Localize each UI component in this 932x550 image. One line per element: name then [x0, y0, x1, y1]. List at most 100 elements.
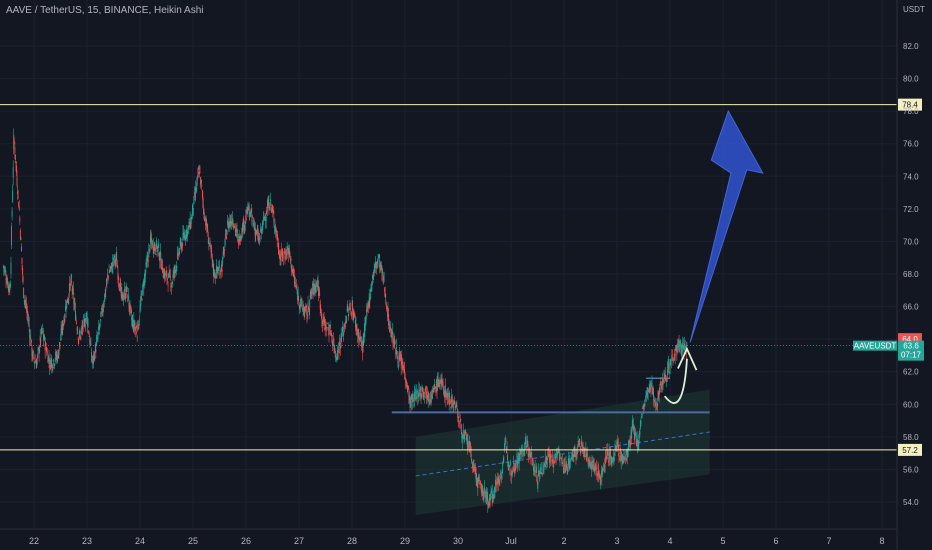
- y-tick-label: 58.0: [903, 433, 919, 442]
- candle-body: [646, 388, 648, 389]
- candle-body: [510, 469, 512, 475]
- candle-body: [57, 354, 59, 358]
- candle-body: [488, 498, 490, 501]
- candle-body: [30, 339, 32, 346]
- candle-body: [495, 484, 497, 488]
- candle-body: [612, 456, 614, 461]
- candle-body: [648, 384, 650, 386]
- candle-body: [95, 349, 97, 353]
- candle-body: [201, 190, 203, 192]
- candle-body: [385, 304, 387, 306]
- candle-body: [314, 283, 316, 288]
- candle-body: [30, 339, 32, 343]
- candle-body: [143, 287, 145, 289]
- candle-body: [540, 468, 542, 472]
- candle-body: [417, 392, 419, 399]
- candle-body: [600, 479, 602, 483]
- candle-body: [193, 195, 195, 204]
- candle-body: [11, 210, 13, 217]
- candle-body: [371, 287, 372, 291]
- candle-body: [556, 450, 558, 458]
- candle-body: [255, 230, 257, 235]
- candle-body: [621, 458, 623, 460]
- candle-body: [474, 473, 476, 475]
- candle-body: [299, 304, 301, 306]
- candle-body: [485, 494, 487, 496]
- candle-body: [339, 341, 340, 346]
- candle-body: [222, 257, 224, 263]
- candle-body: [140, 295, 142, 302]
- candle-body: [8, 287, 10, 292]
- candle-body: [401, 358, 403, 363]
- candle-body: [683, 349, 685, 354]
- level-tag: [898, 98, 922, 111]
- candle-body: [535, 466, 537, 468]
- candle-body: [421, 387, 423, 391]
- candle-body: [638, 436, 640, 439]
- candle-body: [307, 302, 309, 311]
- candle-body: [195, 187, 197, 194]
- candle-body: [21, 257, 23, 264]
- candle-body: [548, 453, 550, 457]
- candle-body: [574, 450, 576, 457]
- candle-body: [457, 417, 459, 422]
- candle-body: [601, 467, 603, 475]
- candle-body: [593, 465, 595, 471]
- candle-body: [341, 333, 343, 335]
- candle-body: [495, 479, 496, 486]
- candle-body: [651, 382, 653, 388]
- candle-body: [132, 320, 134, 323]
- candle-body: [567, 466, 569, 468]
- candle-body: [280, 259, 282, 261]
- candle-body: [621, 456, 623, 459]
- candle-body: [509, 466, 511, 470]
- candle-body: [347, 314, 349, 316]
- candle-body: [552, 459, 554, 465]
- candle-body: [585, 454, 587, 461]
- candle-body: [99, 326, 101, 328]
- candle-body: [136, 332, 138, 334]
- candle-body: [589, 464, 591, 466]
- candle-body: [437, 379, 439, 381]
- candle-body: [323, 318, 325, 324]
- candle-body: [204, 217, 206, 219]
- candle-body: [5, 271, 6, 272]
- candle-body: [118, 284, 120, 286]
- candle-body: [536, 474, 538, 482]
- candle-body: [72, 287, 74, 292]
- candle-body: [82, 319, 84, 327]
- candle-body: [326, 327, 328, 329]
- x-tick-label: 29: [400, 536, 410, 546]
- candle-body: [387, 307, 389, 312]
- candle-body: [385, 300, 387, 304]
- candle-body: [654, 401, 656, 403]
- candle-body: [499, 481, 501, 482]
- x-tick-label: 27: [294, 536, 304, 546]
- candle-body: [412, 397, 414, 399]
- candle-body: [646, 391, 647, 396]
- candle-body: [176, 253, 178, 259]
- candle-body: [150, 237, 152, 240]
- candle-body: [458, 420, 460, 422]
- candle-body: [395, 346, 397, 349]
- candle-body: [6, 282, 8, 284]
- candle-body: [277, 242, 279, 250]
- candle-body: [425, 387, 426, 392]
- candle-body: [114, 260, 116, 262]
- candle-body: [462, 434, 464, 440]
- candle-body: [515, 465, 517, 469]
- candle-body: [2, 265, 4, 267]
- candle-body: [650, 387, 652, 390]
- candle-body: [116, 265, 118, 268]
- candle-body: [463, 433, 465, 439]
- candle-body: [49, 366, 51, 368]
- candle-body: [588, 463, 590, 465]
- candle-body: [133, 323, 135, 328]
- candle-body: [166, 273, 168, 280]
- candle-body: [660, 386, 662, 388]
- candle-body: [508, 461, 510, 465]
- candle-body: [574, 453, 576, 456]
- candle-body: [486, 494, 488, 497]
- candle-body: [595, 467, 597, 470]
